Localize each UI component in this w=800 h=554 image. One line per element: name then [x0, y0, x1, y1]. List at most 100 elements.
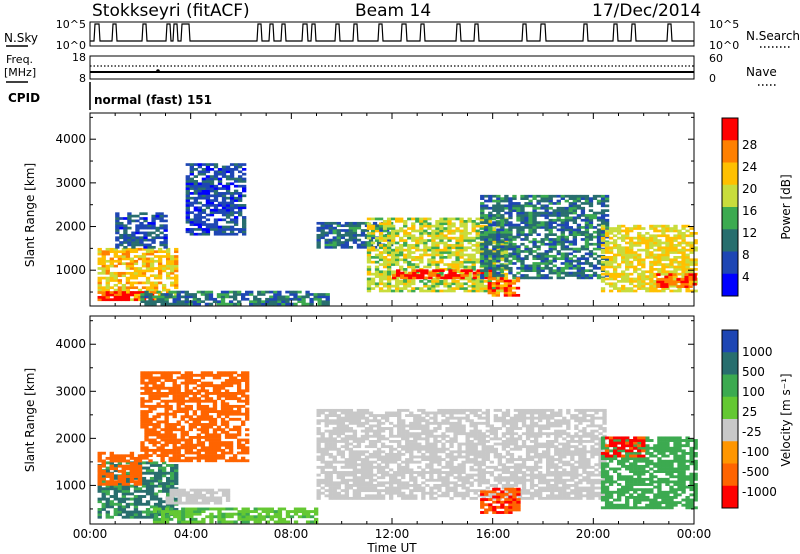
- heatmap-cell: [536, 262, 541, 265]
- heatmap-cell: [480, 204, 485, 208]
- heatmap-cell: [467, 241, 472, 245]
- heatmap-cell: [439, 231, 444, 235]
- heatmap-cell: [153, 505, 159, 509]
- heatmap-cell: [321, 293, 326, 296]
- heatmap-cell: [344, 491, 350, 495]
- heatmap-cell: [109, 279, 114, 282]
- heatmap-cell: [125, 476, 131, 480]
- heatmap-cell: [212, 423, 218, 426]
- heatmap-cell: [395, 241, 400, 245]
- heatmap-cell: [423, 284, 428, 288]
- heatmap-cell: [665, 272, 670, 276]
- heatmap-cell: [673, 284, 678, 288]
- heatmap-cell: [366, 280, 372, 283]
- heatmap-cell: [137, 500, 143, 504]
- heatmap-cell: [148, 386, 153, 390]
- heatmap-cell: [612, 287, 618, 290]
- heatmap-cell: [281, 302, 286, 306]
- heatmap-cell: [232, 297, 238, 301]
- heatmap-cell: [427, 224, 432, 228]
- heatmap-cell: [348, 465, 354, 469]
- heatmap-cell: [113, 492, 118, 496]
- heatmap-cell: [168, 456, 173, 460]
- heatmap-cell: [480, 211, 485, 215]
- heatmap-cell: [317, 302, 322, 306]
- heatmap-cell: [188, 438, 193, 442]
- heatmap-cell: [515, 293, 521, 297]
- heatmap-cell: [386, 219, 392, 223]
- heatmap-cell: [164, 394, 169, 398]
- heatmap-cell: [212, 402, 218, 406]
- heatmap-cell: [471, 248, 476, 252]
- heatmap-cell: [528, 218, 533, 222]
- heatmap-cell: [205, 168, 211, 171]
- heatmap-cell: [141, 291, 147, 294]
- heatmap-cell: [117, 262, 123, 266]
- heatmap-cell: [213, 194, 219, 198]
- heatmap-cell: [184, 392, 189, 395]
- heatmap-cell: [415, 219, 420, 223]
- heatmap-cell: [317, 297, 322, 301]
- heatmap-cell: [236, 443, 242, 447]
- heatmap-cell: [616, 236, 622, 240]
- heatmap-cell: [316, 241, 321, 244]
- heatmap-cell: [176, 399, 181, 403]
- heatmap-cell: [145, 252, 151, 256]
- heatmap-cell: [224, 371, 230, 375]
- heatmap-cell: [200, 410, 206, 414]
- heatmap-cell: [488, 266, 493, 270]
- heatmap-cell: [584, 247, 590, 251]
- heatmap-cell: [669, 241, 674, 245]
- heatmap-cell: [625, 234, 630, 238]
- heatmap-cell: [164, 425, 169, 429]
- heatmap-cell: [544, 233, 549, 236]
- heatmap-cell: [661, 246, 666, 250]
- heatmap-cell: [649, 284, 654, 288]
- heatmap-cell: [257, 512, 262, 516]
- heatmap-cell: [216, 441, 222, 445]
- heatmap-cell: [471, 289, 476, 293]
- heatmap-cell: [224, 407, 230, 411]
- heatmap-cell: [452, 271, 457, 275]
- heatmap-cell: [588, 216, 594, 220]
- heatmap-cell: [212, 433, 218, 437]
- heatmap-cell: [201, 520, 206, 524]
- heatmap-cell: [236, 389, 242, 393]
- heatmap-cell: [536, 257, 541, 261]
- heatmap-cell: [576, 223, 582, 227]
- heatmap-cell: [552, 264, 557, 268]
- heatmap-cell: [152, 302, 157, 306]
- heatmap-cell: [133, 247, 139, 251]
- heatmap-cell: [447, 222, 452, 226]
- heatmap-cell: [168, 441, 173, 445]
- heatmap-cell: [109, 286, 114, 290]
- heatmap-cell: [185, 230, 190, 234]
- heatmap-cell: [500, 235, 505, 239]
- heatmap-cell: [144, 381, 149, 385]
- heatmap-cell: [204, 430, 210, 434]
- heatmap-cell: [233, 211, 239, 214]
- heatmap-cell: [600, 227, 606, 230]
- heatmap-cell: [395, 234, 400, 238]
- heatmap-cell: [604, 209, 610, 212]
- heatmap-cell: [544, 223, 549, 227]
- heatmap-cell: [189, 517, 194, 521]
- heatmap-cell: [189, 218, 194, 222]
- heatmap-cell: [117, 459, 123, 463]
- heatmap-cell: [143, 212, 148, 216]
- heatmap-cell: [151, 214, 156, 218]
- heatmap-cell: [564, 257, 569, 261]
- heatmap-cell: [164, 293, 169, 296]
- heatmap-cell: [340, 465, 345, 469]
- heatmap-cell: [637, 287, 642, 290]
- heatmap-cell: [395, 253, 400, 257]
- heatmap-cell: [484, 271, 489, 275]
- heatmap-cell: [208, 436, 214, 439]
- heatmap-cell: [532, 206, 537, 210]
- heatmap-cell: [189, 230, 194, 234]
- heatmap-cell: [435, 243, 440, 247]
- heatmap-cell: [431, 236, 436, 240]
- heatmap-cell: [117, 286, 123, 290]
- heatmap-cell: [156, 379, 161, 382]
